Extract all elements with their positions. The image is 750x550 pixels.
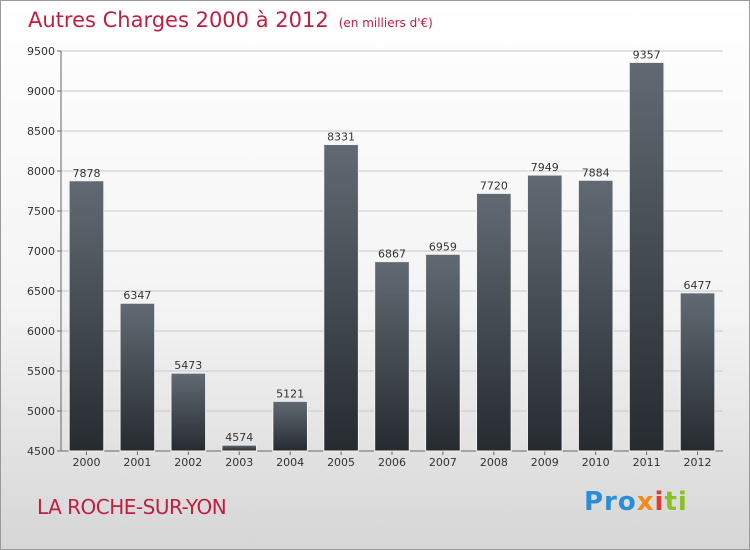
x-tick-label: 2008 — [480, 456, 508, 469]
data-label: 7949 — [531, 161, 559, 174]
bar-2003 — [221, 444, 258, 452]
bar-2000 — [68, 180, 105, 452]
data-label: 8331 — [327, 131, 355, 144]
x-tick-label: 2011 — [633, 456, 661, 469]
title-group: Autres Charges 2000 à 2012 (en milliers d… — [28, 8, 433, 32]
bars — [68, 61, 716, 452]
y-tick-label: 9500 — [27, 45, 55, 58]
bar-2005 — [323, 144, 359, 452]
bar-2011 — [628, 61, 665, 452]
y-tick-label: 7500 — [27, 205, 55, 218]
data-label: 9357 — [633, 48, 661, 61]
logo-part-ti: ti — [664, 487, 688, 517]
y-tick-label: 5500 — [27, 365, 55, 378]
x-tick-label: 2000 — [72, 456, 100, 469]
x-tick-label: 2003 — [225, 456, 253, 469]
x-tick-label: 2007 — [429, 456, 457, 469]
x-tick-label: 2001 — [123, 456, 151, 469]
y-tick-label: 9000 — [27, 85, 55, 98]
y-tick-label: 5000 — [27, 405, 55, 418]
bar-2002 — [170, 372, 207, 452]
x-tick-label: 2010 — [582, 456, 610, 469]
labels: 4500 5000 5500 6000 6500 7000 7500 8000 8500 9000… — [27, 45, 712, 469]
logo-part-pro: Pro — [584, 487, 637, 517]
proxiti-logo[interactable]: Proxiti — [584, 487, 688, 517]
bar-2004 — [272, 400, 308, 452]
x-tick-label: 2004 — [276, 456, 304, 469]
y-tick-label: 7000 — [27, 245, 55, 258]
bar-2009 — [526, 174, 563, 452]
bar-2012 — [679, 292, 716, 452]
x-tick-label: 2006 — [378, 456, 406, 469]
chart-subtitle: (en milliers d'€) — [338, 16, 433, 30]
data-label: 7878 — [72, 167, 100, 180]
bar-2010 — [577, 179, 614, 452]
x-tick-label: 2012 — [684, 456, 712, 469]
data-label: 6477 — [684, 279, 712, 292]
bar-2006 — [374, 261, 410, 452]
y-tick-label: 6000 — [27, 325, 55, 338]
x-tick-label: 2002 — [174, 456, 202, 469]
data-label: 6347 — [123, 289, 151, 302]
data-label: 7884 — [582, 166, 610, 179]
city-label: LA ROCHE-SUR-YON — [37, 495, 227, 519]
bar-2001 — [119, 302, 156, 452]
x-tick-label: 2009 — [531, 456, 559, 469]
logo-part-i: i — [654, 487, 665, 517]
x-tick-label: 2005 — [327, 456, 355, 469]
y-tick-label: 4500 — [27, 445, 55, 458]
chart-title: Autres Charges 2000 à 2012 — [28, 8, 329, 32]
y-tick-label: 8500 — [27, 125, 55, 138]
bar-2008 — [476, 192, 512, 452]
data-label: 6959 — [429, 240, 457, 253]
bar-2007 — [425, 253, 461, 452]
y-tick-label: 6500 — [27, 285, 55, 298]
data-label: 4574 — [225, 431, 253, 444]
logo-part-x: x — [636, 487, 655, 517]
y-tick-label: 8000 — [27, 165, 55, 178]
data-label: 7720 — [480, 179, 508, 192]
data-label: 5473 — [174, 359, 202, 372]
data-label: 6867 — [378, 248, 406, 261]
data-label: 5121 — [276, 387, 304, 400]
